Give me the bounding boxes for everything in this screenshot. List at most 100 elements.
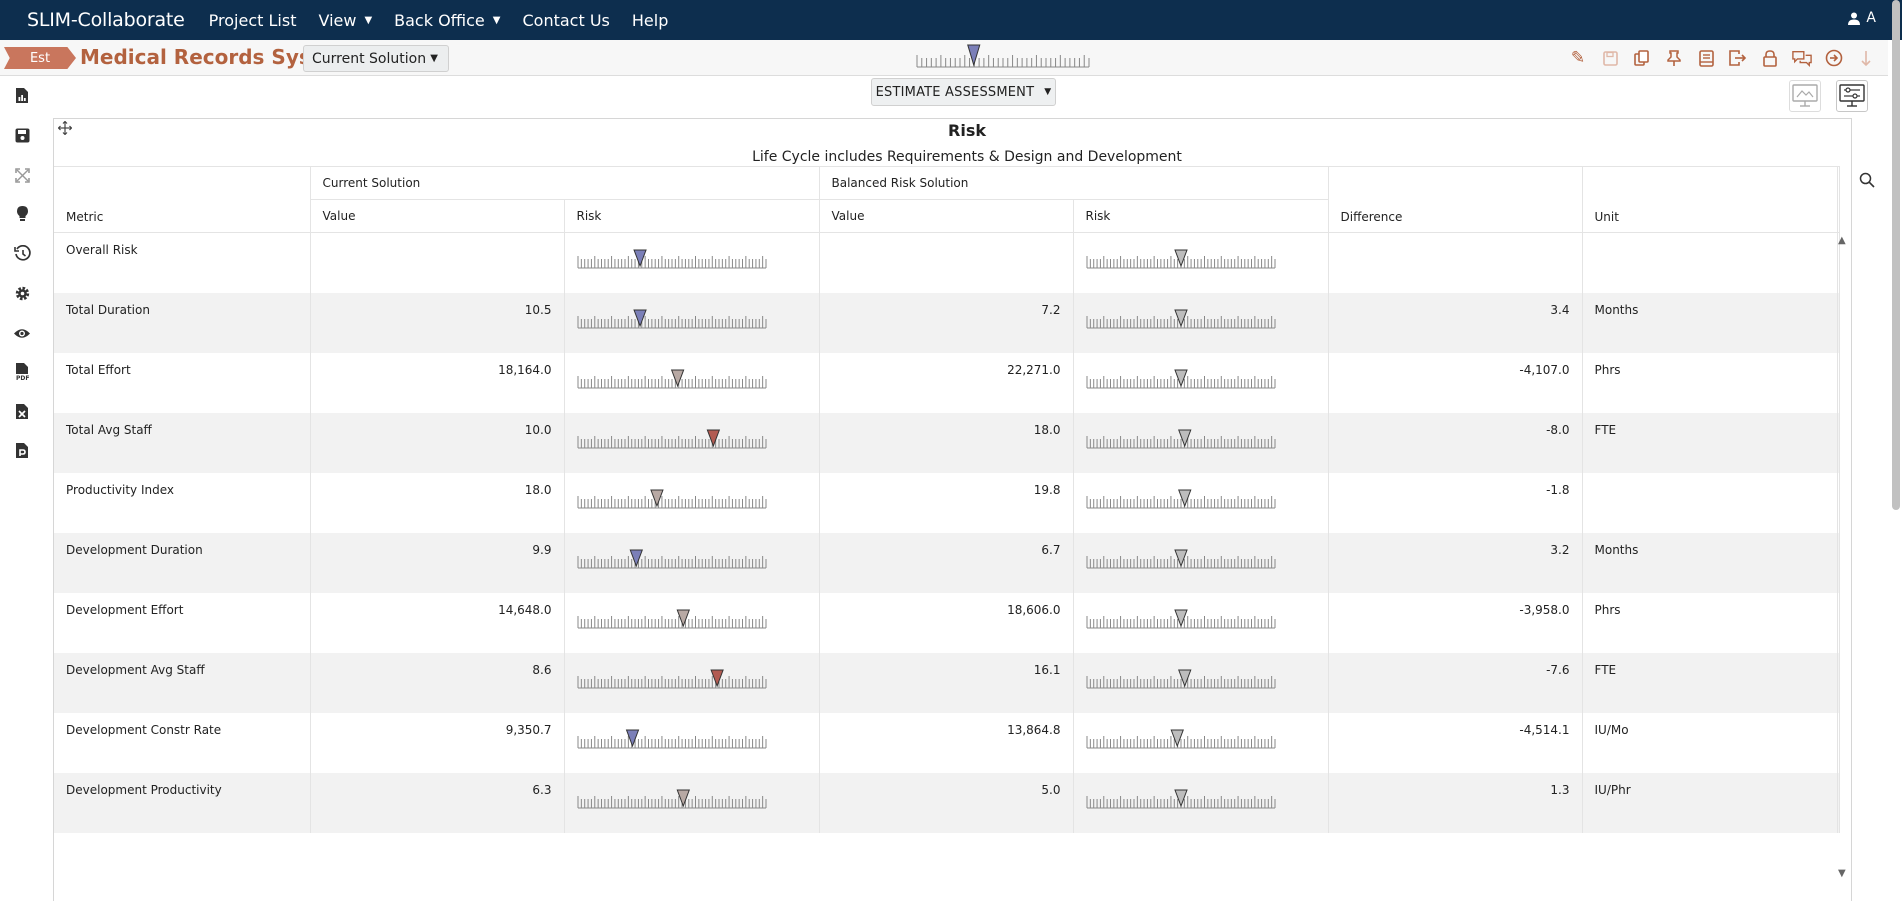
table-row: Total Effort 18,164.0 22,271.0 -4,107.0 Phrs: [54, 352, 1840, 413]
settings-icon[interactable]: [12, 282, 32, 304]
solution-select[interactable]: Current Solution ▼: [303, 45, 449, 72]
lightbulb-icon[interactable]: [12, 202, 32, 224]
risk-gauge: [1086, 369, 1275, 388]
risk-gauge: [1086, 309, 1275, 328]
expand-icon[interactable]: [12, 164, 32, 186]
header-spacer: [1837, 166, 1840, 233]
gauge-marker: [967, 44, 981, 67]
gauge-marker: [1173, 369, 1188, 387]
book-icon[interactable]: [1696, 48, 1716, 68]
current-risk-cell: [564, 532, 820, 593]
difference-cell: -1.8: [1328, 472, 1583, 533]
spacer-cell: [1837, 772, 1840, 833]
monitor-view-button[interactable]: [1789, 80, 1821, 112]
table-row: Development Productivity 6.3 5.0 1.3 IU/Phr: [54, 772, 1840, 833]
svg-text:PDF: PDF: [16, 375, 29, 381]
scroll-up-arrow[interactable]: ▲: [1838, 235, 1846, 246]
unit-cell: Phrs: [1582, 592, 1838, 653]
difference-cell: -4,514.1: [1328, 712, 1583, 773]
pin-icon[interactable]: [1664, 48, 1684, 68]
unit-cell: [1582, 232, 1838, 293]
current-risk-cell: [564, 412, 820, 473]
save-icon[interactable]: [12, 124, 32, 146]
history-icon[interactable]: [12, 242, 32, 264]
chart-icon[interactable]: [12, 84, 32, 106]
top-navbar: SLIM-Collaborate Project List View ▼ Back…: [0, 0, 1902, 40]
metric-cell: Development Avg Staff: [54, 652, 311, 713]
gauge-marker: [632, 309, 647, 327]
current-value-cell: 10.5: [310, 292, 565, 353]
nav-back-office-menu[interactable]: Back Office ▼: [394, 11, 500, 30]
user-initial: A: [1866, 10, 1876, 26]
nav-view-menu[interactable]: View ▼: [318, 11, 372, 30]
gauge-marker: [632, 249, 647, 268]
nav-project-list[interactable]: Project List: [209, 11, 297, 30]
nav-contact-us[interactable]: Contact Us: [522, 11, 609, 30]
overall-risk-gauge: [916, 44, 1090, 68]
chat-icon[interactable]: [1792, 48, 1812, 68]
balanced-risk-cell: [1073, 592, 1329, 653]
unit-cell: Phrs: [1582, 352, 1838, 413]
caret-down-icon: ▼: [1044, 87, 1052, 97]
balanced-value-cell: 18,606.0: [819, 592, 1074, 653]
risk-gauge: [1086, 609, 1275, 628]
forward-icon[interactable]: [1824, 48, 1844, 68]
table-row: Development Avg Staff 8.6 16.1 -7.6 FTE: [54, 652, 1840, 713]
excel-icon[interactable]: [12, 400, 32, 422]
caret-down-icon: ▼: [364, 14, 373, 26]
pdf-icon[interactable]: PDF: [12, 360, 32, 382]
gauge-marker: [1177, 429, 1191, 447]
current-risk-cell: [564, 712, 820, 773]
table-row: Development Constr Rate 9,350.7 13,864.8 -4…: [54, 712, 1840, 773]
risk-gauge: [1086, 249, 1275, 269]
header-difference[interactable]: Difference: [1328, 166, 1583, 233]
nav-label: Project List: [208, 10, 297, 30]
toolbar: ✎: [1568, 48, 1876, 68]
nav-help[interactable]: Help: [632, 11, 668, 30]
header-balanced-risk[interactable]: Risk: [1073, 199, 1329, 233]
header-group-balanced: Balanced Risk Solution: [819, 166, 1329, 200]
solution-select-value: Current Solution: [312, 50, 427, 67]
powerpoint-icon[interactable]: [12, 439, 32, 461]
copy-icon[interactable]: [1632, 48, 1652, 68]
table-row: Total Duration 10.5 7.2 3.4 Months: [54, 292, 1840, 353]
header-balanced-value[interactable]: Value: [819, 199, 1074, 233]
header-metric[interactable]: Metric: [54, 166, 311, 233]
risk-gauge: [577, 609, 766, 628]
eye-icon[interactable]: [12, 322, 32, 344]
scroll-down-arrow[interactable]: ▼: [1838, 868, 1846, 879]
difference-cell: 3.2: [1328, 532, 1583, 593]
current-value-cell: 14,648.0: [310, 592, 565, 653]
current-value-cell: [310, 232, 565, 293]
settings-view-button[interactable]: [1836, 80, 1868, 112]
balanced-value-cell: 7.2: [819, 292, 1074, 353]
gauge-marker: [1170, 729, 1184, 747]
search-icon[interactable]: [1859, 172, 1875, 192]
balanced-risk-cell: [1073, 352, 1329, 413]
balanced-risk-cell: [1073, 232, 1329, 293]
header-unit[interactable]: Unit: [1582, 166, 1838, 233]
project-bar: Est Medical Records System Current Solut…: [0, 40, 1888, 76]
download-icon[interactable]: [1856, 48, 1876, 68]
unit-cell: Months: [1582, 292, 1838, 353]
spacer-cell: [1837, 532, 1840, 593]
save-icon[interactable]: [1600, 48, 1620, 68]
gauge-marker: [1173, 309, 1188, 327]
page-scrollbar[interactable]: [1892, 0, 1900, 510]
gauge-marker: [709, 669, 724, 687]
panel-subtitle: Life Cycle includes Requirements & Desig…: [752, 149, 1182, 165]
export-icon[interactable]: [1728, 48, 1748, 68]
caret-down-icon: ▼: [492, 14, 501, 26]
user-menu[interactable]: A: [1848, 10, 1876, 26]
gauge-marker: [676, 789, 690, 807]
edit-icon[interactable]: ✎: [1570, 48, 1586, 68]
lock-icon[interactable]: [1760, 48, 1780, 68]
risk-gauge: [577, 669, 766, 688]
brand-logo[interactable]: SLIM-Collaborate: [27, 9, 185, 31]
unit-cell: IU/Phr: [1582, 772, 1838, 833]
difference-cell: -8.0: [1328, 412, 1583, 473]
estimate-assessment-dropdown[interactable]: ESTIMATE ASSESSMENT ▼: [871, 78, 1056, 106]
move-icon[interactable]: [57, 120, 73, 139]
header-current-value[interactable]: Value: [310, 199, 565, 233]
header-current-risk[interactable]: Risk: [564, 199, 820, 233]
